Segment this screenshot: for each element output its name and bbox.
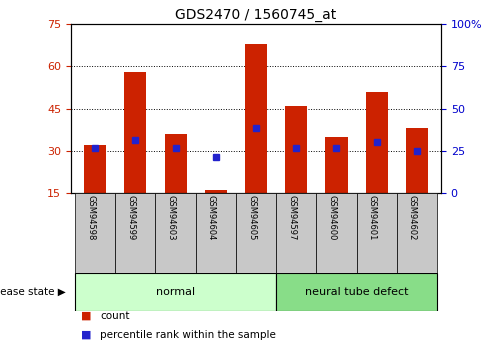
Bar <box>325 137 347 193</box>
Text: ■: ■ <box>81 311 91 321</box>
Text: disease state ▶: disease state ▶ <box>0 287 66 296</box>
Bar <box>366 92 388 193</box>
Bar <box>406 128 428 193</box>
Bar <box>285 106 307 193</box>
Bar <box>75 273 276 310</box>
Bar <box>397 193 437 273</box>
Text: GSM94598: GSM94598 <box>86 195 95 240</box>
Text: GSM94602: GSM94602 <box>408 195 417 240</box>
Bar <box>245 44 267 193</box>
Text: GSM94600: GSM94600 <box>327 195 337 240</box>
Bar <box>357 193 397 273</box>
Bar <box>124 72 147 193</box>
Text: GSM94603: GSM94603 <box>167 195 175 240</box>
Bar <box>276 193 317 273</box>
Text: GSM94604: GSM94604 <box>207 195 216 240</box>
Title: GDS2470 / 1560745_at: GDS2470 / 1560745_at <box>175 8 337 22</box>
Text: GSM94599: GSM94599 <box>126 195 135 240</box>
Bar <box>276 273 437 310</box>
Text: ■: ■ <box>81 330 91 339</box>
Text: neural tube defect: neural tube defect <box>305 287 408 296</box>
Text: percentile rank within the sample: percentile rank within the sample <box>100 330 276 339</box>
Text: GSM94601: GSM94601 <box>368 195 377 240</box>
Text: GSM94597: GSM94597 <box>287 195 296 240</box>
Bar <box>205 190 227 193</box>
Text: normal: normal <box>156 287 195 296</box>
Text: count: count <box>100 311 130 321</box>
Bar <box>115 193 155 273</box>
Bar <box>155 193 196 273</box>
Bar <box>196 193 236 273</box>
Bar <box>236 193 276 273</box>
Bar <box>84 145 106 193</box>
Bar <box>165 134 187 193</box>
Bar <box>75 193 115 273</box>
Bar <box>317 193 357 273</box>
Text: GSM94605: GSM94605 <box>247 195 256 240</box>
